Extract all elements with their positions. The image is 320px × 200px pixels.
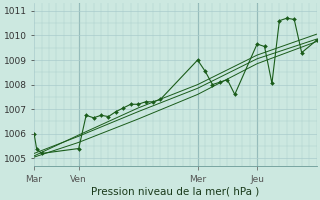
X-axis label: Pression niveau de la mer( hPa ): Pression niveau de la mer( hPa ) <box>91 187 260 197</box>
